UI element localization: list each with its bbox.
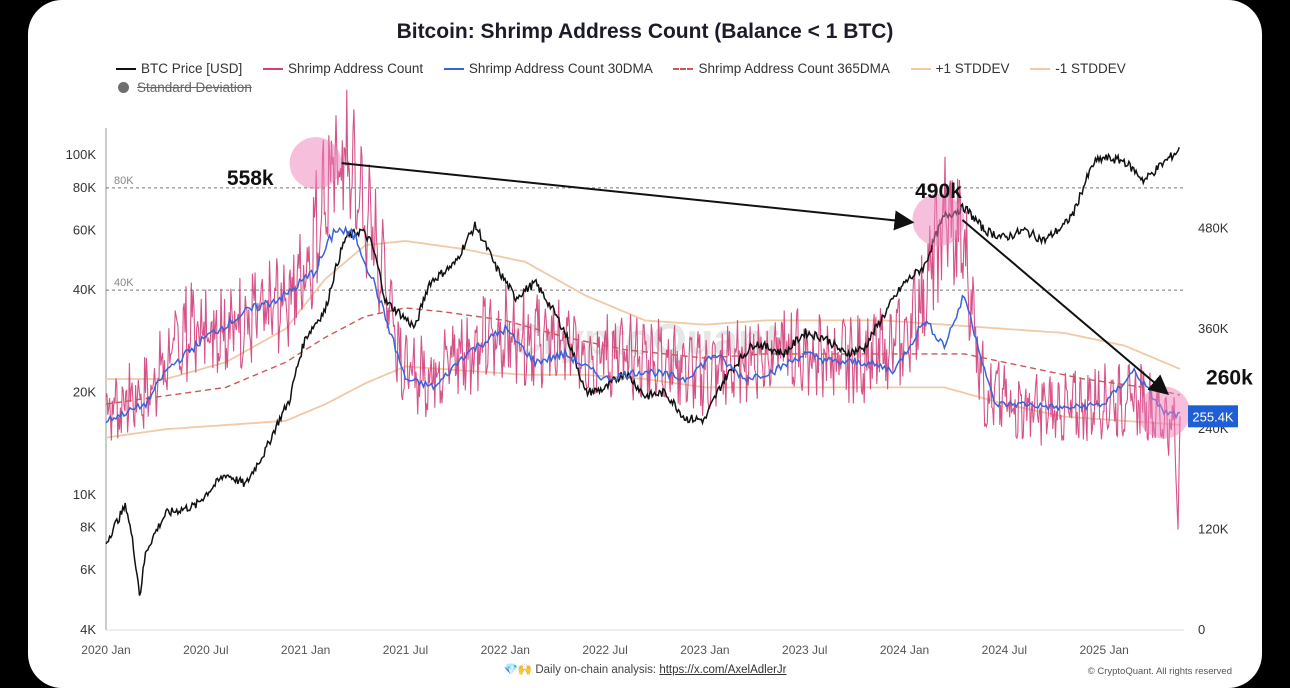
x-tick-label: 2024 Jul xyxy=(982,643,1027,657)
legend: BTC Price [USD] Shrimp Address Count Shr… xyxy=(116,60,1236,76)
last-value-badge xyxy=(1188,405,1238,428)
shrimp-series-line xyxy=(105,89,1181,530)
plus-stddev-line xyxy=(106,240,1181,380)
annotation-label: 558k xyxy=(227,167,274,190)
copyright: © CryptoQuant. All rights reserved xyxy=(1087,666,1232,677)
chart-title: Bitcoin: Shrimp Address Count (Balance <… xyxy=(396,20,894,43)
legend-btc-price[interactable]: BTC Price [USD] xyxy=(116,61,242,76)
right-tick-label: 120K xyxy=(1198,522,1229,537)
left-tick-label: 8K xyxy=(80,520,96,535)
x-tick-label: 2024 Jan xyxy=(880,643,929,657)
right-tick-label: 0 xyxy=(1198,622,1205,637)
diamond-hands-icon: 💎🙌 xyxy=(503,664,533,676)
left-tick-label: 100K xyxy=(66,147,97,162)
legend-plus-stddev[interactable]: +1 STDDEV xyxy=(910,61,1010,76)
left-tick-label: 40K xyxy=(73,282,96,297)
legend-30dma[interactable]: Shrimp Address Count 30DMA xyxy=(443,61,653,76)
left-tick-label: 60K xyxy=(73,222,96,237)
right-tick-label: 360K xyxy=(1198,321,1229,336)
highlight-circle xyxy=(1138,386,1191,439)
x-tick-label: 2023 Jul xyxy=(782,643,827,657)
minus-stddev-line xyxy=(105,365,1181,439)
x-tick-label: 2022 Jan xyxy=(481,643,530,657)
highlight-circle xyxy=(289,137,342,190)
legend-365dma[interactable]: Shrimp Address Count 365DMA xyxy=(673,61,890,76)
x-tick-label: 2021 Jan xyxy=(281,643,330,657)
footer: 💎🙌 Daily on-chain analysis: https://x.co… xyxy=(503,664,787,676)
dma365-series-line xyxy=(105,307,1181,405)
x-tick-label: 2020 Jul xyxy=(183,643,228,657)
left-tick-label: 4K xyxy=(80,622,96,637)
threshold-label: 80K xyxy=(114,175,134,187)
chart-plot: CryptoQuant80K40K4K6K8K10K20K40K60K80K10… xyxy=(66,89,1253,657)
threshold-label: 40K xyxy=(114,277,134,289)
left-tick-label: 20K xyxy=(73,384,96,399)
legend-minus-stddev[interactable]: -1 STDDEV xyxy=(1030,61,1126,76)
trend-arrow xyxy=(341,162,915,231)
highlight-circle xyxy=(912,194,965,247)
right-tick-label: 480K xyxy=(1198,220,1229,235)
chart-card: Bitcoin: Shrimp Address Count (Balance <… xyxy=(28,0,1262,688)
trend-arrow xyxy=(961,219,1170,396)
dma30-series-line xyxy=(105,225,1181,424)
left-tick-label: 6K xyxy=(80,562,96,577)
x-tick-label: 2023 Jan xyxy=(680,643,729,657)
x-tick-label: 2020 Jan xyxy=(81,643,130,657)
footer-link[interactable]: https://x.com/AxelAdlerJr xyxy=(659,664,787,676)
last-value-label: 255.4K xyxy=(1192,409,1234,424)
annotation-label: 490k xyxy=(915,180,962,203)
legend-std-deviation[interactable]: Standard Deviation xyxy=(118,80,252,95)
left-tick-label: 10K xyxy=(73,487,96,502)
annotation-label: 260k xyxy=(1206,366,1253,389)
btc-price-series-line xyxy=(105,147,1180,596)
std-deviation-dot-icon xyxy=(118,82,129,93)
x-tick-label: 2025 Jan xyxy=(1079,643,1128,657)
x-tick-label: 2021 Jul xyxy=(383,643,428,657)
x-tick-label: 2022 Jul xyxy=(582,643,627,657)
legend-shrimp[interactable]: Shrimp Address Count xyxy=(263,61,423,76)
left-tick-label: 80K xyxy=(73,180,96,195)
